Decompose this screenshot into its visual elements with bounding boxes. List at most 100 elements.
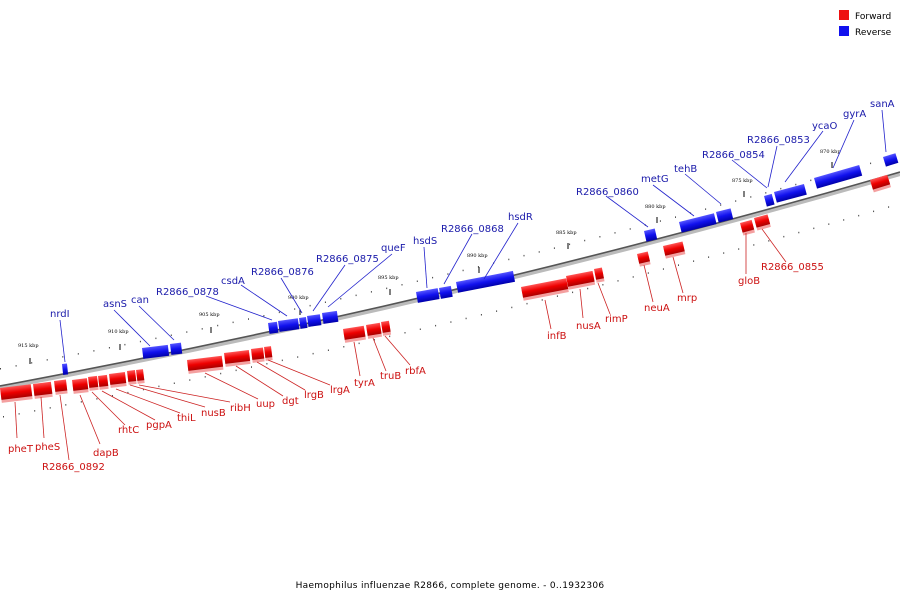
gene-lrgB[interactable]: [251, 347, 265, 363]
gene-dgt[interactable]: [224, 349, 251, 367]
gene-tyrA[interactable]: [343, 325, 366, 343]
minor-tick-dot: [186, 331, 188, 333]
gene-hsdR[interactable]: [456, 270, 516, 293]
minor-tick-dot: [343, 346, 345, 348]
gene-pgpA[interactable]: [98, 374, 109, 390]
gene-nusA[interactable]: [566, 270, 596, 290]
label-uup: uup: [256, 399, 275, 410]
minor-tick-dot: [647, 272, 649, 274]
minor-tick-dot: [373, 339, 375, 341]
label-R2866_0878: R2866_0878: [156, 287, 219, 298]
minor-tick-dot: [465, 317, 467, 320]
label-asnS: asnS: [103, 299, 127, 310]
label-R2866_0876: R2866_0876: [251, 267, 314, 278]
minor-tick-dot: [553, 247, 555, 249]
gene-nusB[interactable]: [127, 370, 137, 385]
minor-tick-dot: [355, 294, 357, 297]
label-dapB: dapB: [93, 448, 119, 459]
gene-asnS[interactable]: [142, 344, 170, 359]
minor-tick-dot: [312, 352, 314, 355]
gene-gloB[interactable]: [740, 219, 755, 236]
gene-mrp[interactable]: [663, 241, 686, 259]
label-sanA: sanA: [870, 99, 895, 110]
gene-rhtC[interactable]: [88, 375, 99, 391]
gene-rbfA[interactable]: [381, 320, 392, 336]
gene-R2866_0875[interactable]: [307, 314, 322, 327]
label-can: can: [131, 295, 149, 306]
minor-tick-dot: [541, 299, 543, 301]
minor-tick-dot: [705, 208, 707, 210]
gene-ycaO[interactable]: [814, 165, 863, 189]
gene-sanA[interactable]: [883, 153, 899, 167]
gene-R2866_0876[interactable]: [299, 317, 308, 329]
label-pheS: pheS: [35, 442, 60, 453]
label-hsdR: hsdR: [508, 212, 533, 223]
minor-tick-dot: [370, 291, 372, 293]
minor-tick-dot: [693, 260, 695, 262]
gene-pheS[interactable]: [33, 381, 53, 399]
label-tehB: tehB: [674, 164, 697, 175]
minor-tick-dot: [447, 273, 449, 275]
tick-layer: 915 kbp 910 kbp 905 kbp 900 kbp 895 kbp …: [18, 149, 841, 364]
gene-R2866_0892[interactable]: [54, 379, 68, 395]
minor-tick-dot: [18, 413, 20, 415]
label-rimP: rimP: [605, 314, 628, 325]
label-lrgA: lrgA: [330, 385, 350, 396]
label-infB: infB: [547, 331, 567, 342]
gene-infB[interactable]: [521, 278, 569, 301]
label-queF: queF: [381, 243, 406, 254]
gene-nrdI[interactable]: [62, 363, 69, 375]
label-ycaO: ycaO: [812, 121, 838, 132]
gene-tehB[interactable]: [716, 208, 734, 223]
label-truB: truB: [380, 371, 401, 382]
label-rbfA: rbfA: [405, 366, 426, 377]
minor-tick-dot: [297, 356, 299, 358]
gene-rimP[interactable]: [594, 267, 605, 283]
minor-tick-dot: [477, 266, 479, 268]
minor-tick-dot: [858, 214, 860, 217]
minor-tick-dot: [263, 315, 265, 317]
minor-tick-dot: [266, 363, 268, 365]
gene-metG[interactable]: [679, 213, 717, 233]
minor-tick-dot: [416, 280, 418, 282]
minor-tick-dot: [738, 248, 740, 250]
minor-tick-dot: [278, 311, 280, 314]
gene-R2866_0854[interactable]: [764, 193, 775, 207]
minor-tick-dot: [173, 382, 175, 384]
minor-tick-dot: [675, 216, 676, 218]
reverse-genes: [62, 153, 899, 375]
gene-R2866_0853[interactable]: [774, 183, 807, 203]
minor-tick-dot: [753, 244, 755, 246]
gene-thiL[interactable]: [109, 372, 127, 388]
gene-uup[interactable]: [187, 355, 224, 374]
genome-backbone: [0, 171, 900, 387]
minor-tick-dot: [80, 401, 82, 403]
gene-R2866_0860[interactable]: [644, 228, 658, 242]
gene-queF[interactable]: [322, 310, 339, 324]
gene-neuA[interactable]: [637, 251, 651, 267]
label-R2866_0892: R2866_0892: [42, 462, 105, 473]
minor-tick-dot: [662, 268, 664, 270]
gene-pheT[interactable]: [0, 384, 33, 403]
gene-can[interactable]: [170, 342, 183, 355]
label-dgt: dgt: [282, 396, 299, 407]
gene-R2866_0878[interactable]: [268, 321, 279, 334]
gene-R2866_0868[interactable]: [439, 285, 453, 299]
gene-dapB[interactable]: [72, 378, 89, 394]
gene-R2866_0855[interactable]: [754, 214, 771, 231]
minor-tick-dot: [523, 254, 525, 257]
minor-tick-dot: [62, 356, 64, 358]
minor-tick-dot: [828, 223, 830, 225]
minor-tick-dot: [750, 196, 752, 198]
gene-ribH[interactable]: [136, 369, 145, 384]
gene-unlabeled-forward[interactable]: [870, 174, 892, 193]
minor-tick-dot: [281, 359, 283, 362]
minor-tick-dot: [617, 280, 619, 282]
minor-tick-dot: [810, 179, 812, 182]
minor-tick-dot: [49, 407, 51, 409]
gene-csdA[interactable]: [278, 318, 300, 332]
gene-hsdS[interactable]: [416, 288, 440, 303]
gene-truB[interactable]: [366, 322, 383, 339]
minor-tick-dot: [569, 243, 571, 246]
gene-lrgA[interactable]: [264, 346, 273, 361]
